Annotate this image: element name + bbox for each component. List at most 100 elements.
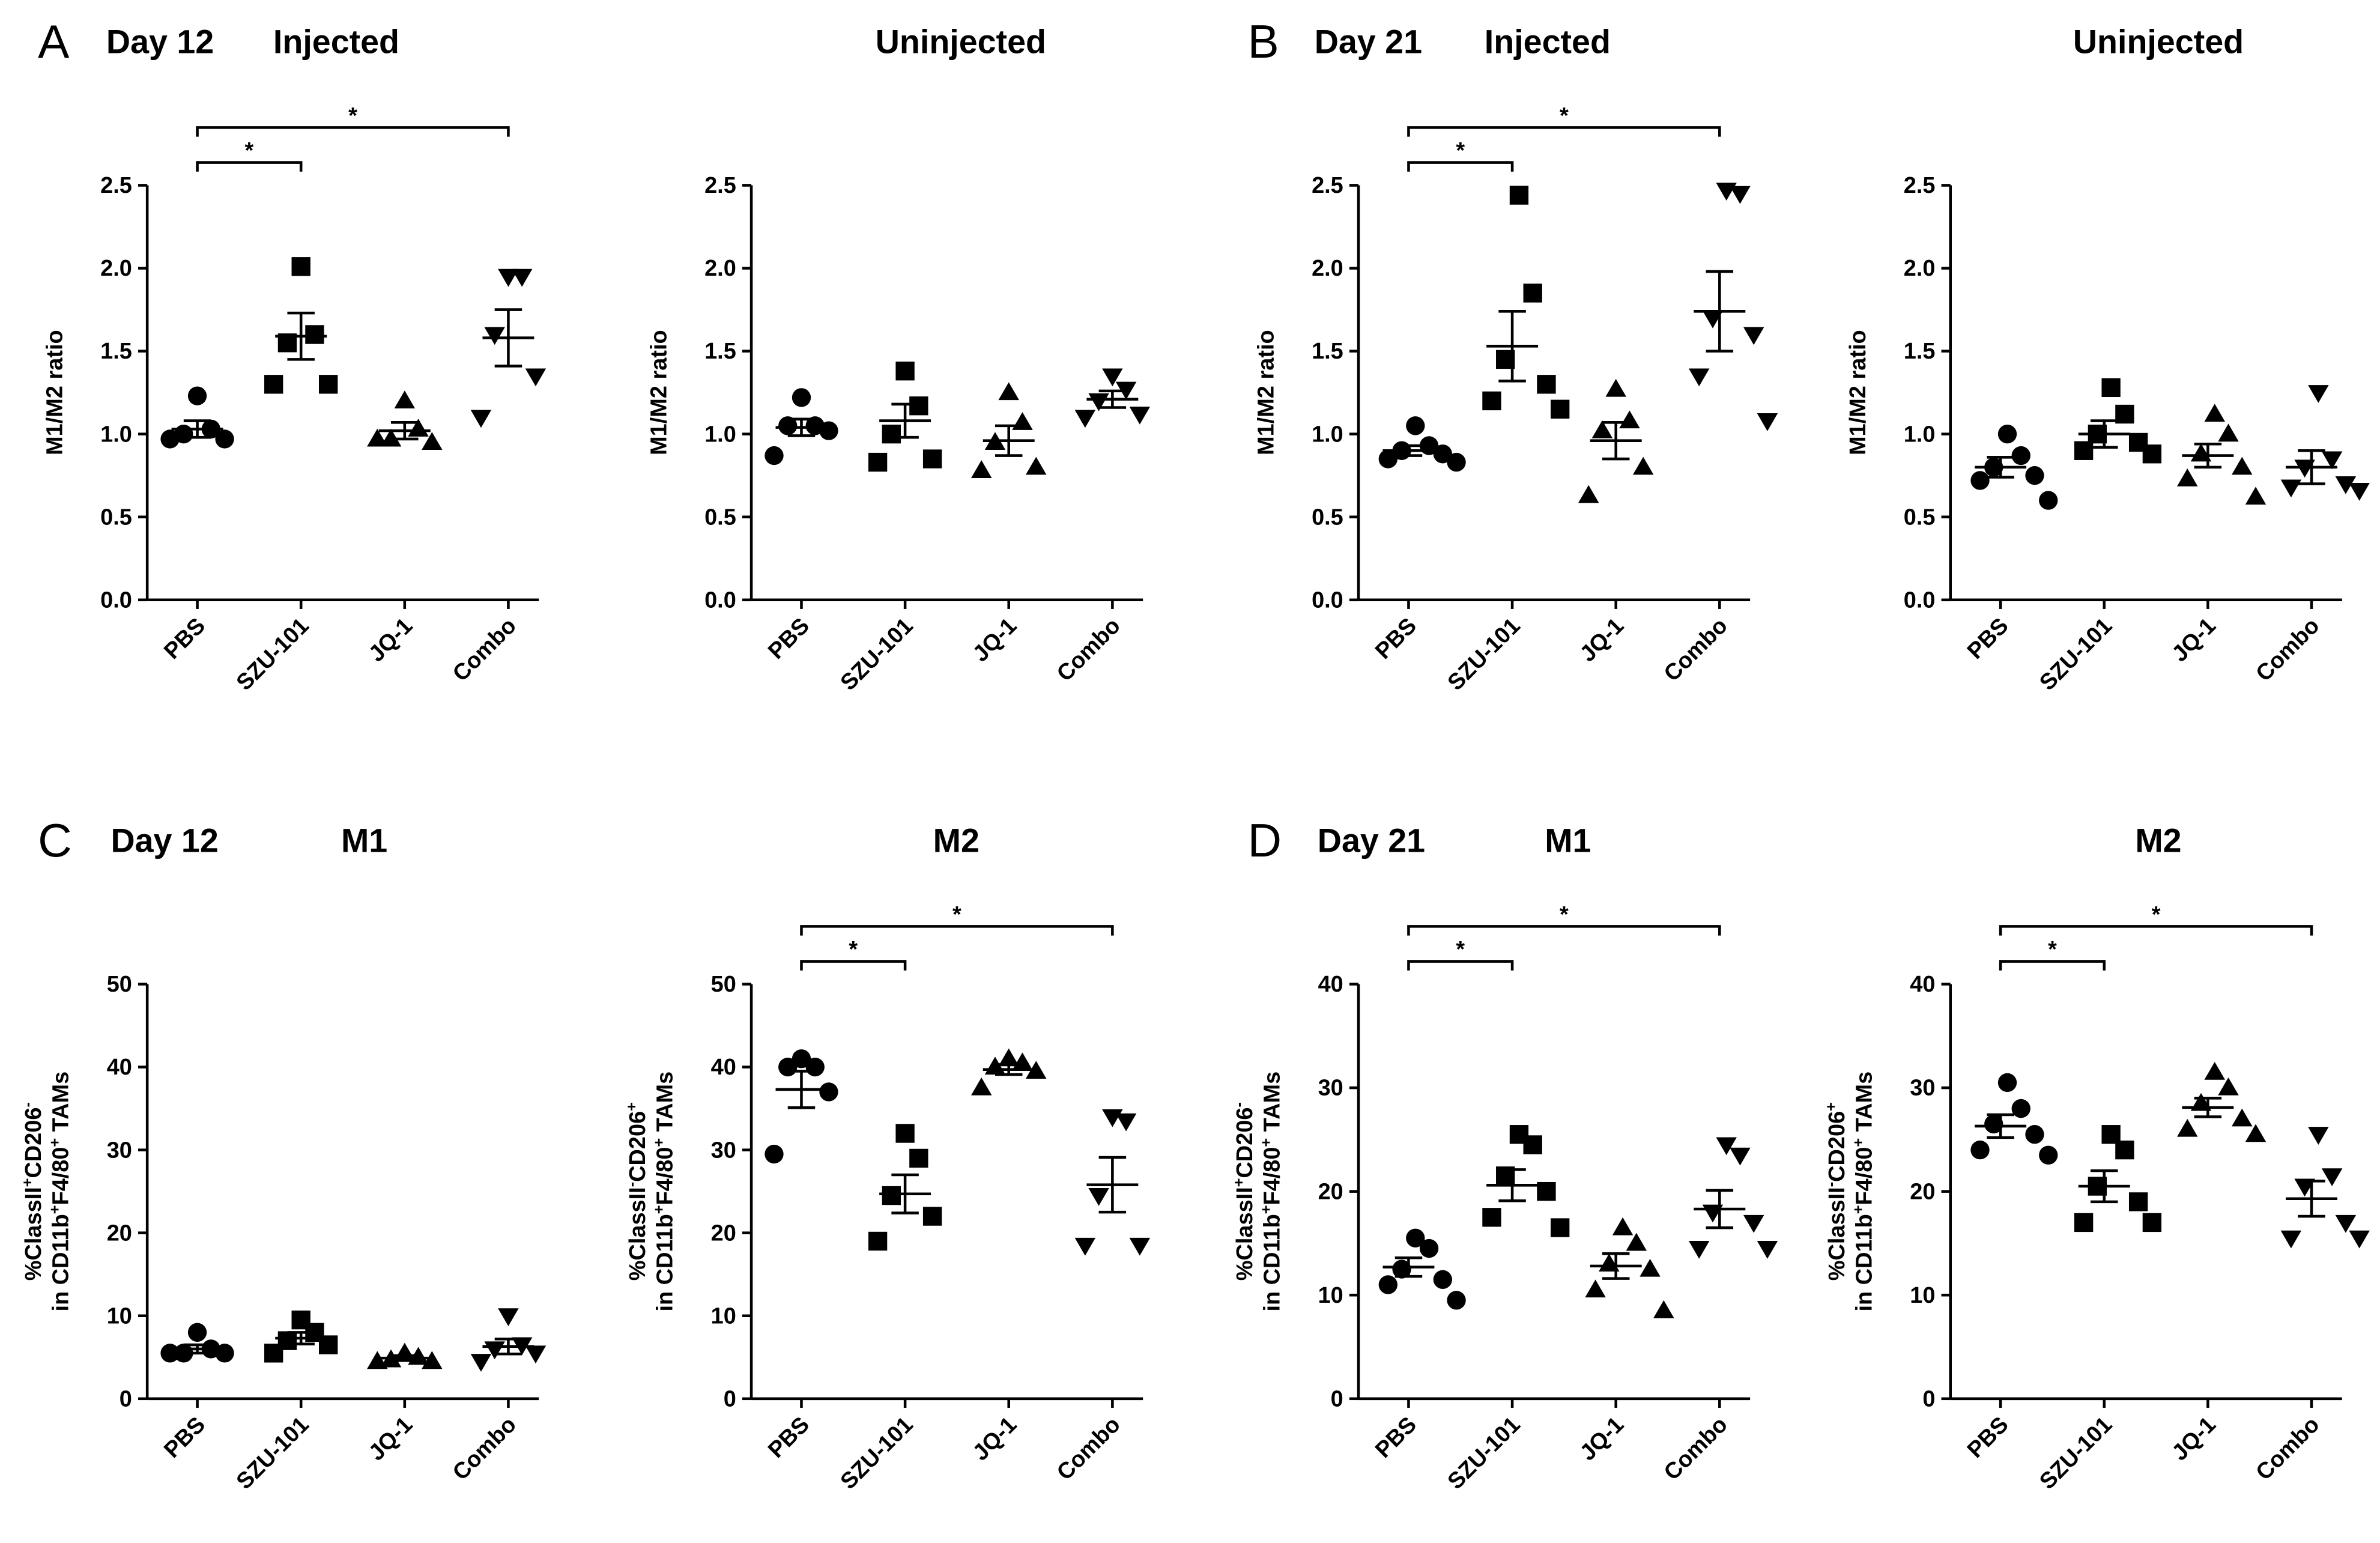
x-tick-label: JQ-1	[968, 613, 1022, 667]
data-point	[367, 1351, 388, 1369]
y-axis-label-sup: +	[1258, 1205, 1275, 1214]
data-point	[380, 428, 402, 447]
x-tick-label: SZU-101	[836, 613, 918, 696]
data-point	[215, 1344, 234, 1363]
data-point	[1025, 456, 1047, 475]
chart-title: Uninjected	[876, 23, 1046, 60]
data-point	[2115, 1140, 2134, 1160]
y-axis-label-part: CD206	[1232, 1107, 1258, 1178]
data-point	[264, 375, 283, 394]
y-tick-label: 10	[107, 1303, 132, 1329]
data-point	[922, 449, 942, 468]
y-axis-label-part: TAMs	[1260, 1072, 1285, 1138]
y-tick-label: 1.0	[100, 422, 132, 447]
y-axis-label: %ClassII-CD206+	[1823, 1102, 1850, 1281]
significance-bracket	[800, 925, 1114, 936]
data-point	[291, 257, 310, 276]
x-tick-label: SZU-101	[232, 1412, 314, 1494]
data-point	[1743, 327, 1764, 345]
y-axis-label-part: CD206	[1824, 1111, 1850, 1182]
y-axis-label-sup: +	[47, 1205, 64, 1214]
data-point	[319, 375, 338, 394]
data-point	[2308, 385, 2329, 403]
panel-label: C	[38, 814, 72, 867]
data-point	[2142, 444, 2162, 464]
y-tick-label: 1.5	[1312, 339, 1343, 364]
significance-label: *	[1560, 902, 1569, 927]
significance-label: *	[952, 902, 961, 927]
x-tick-label: PBS	[1370, 613, 1422, 664]
y-axis-label-part: F4/80	[653, 1147, 678, 1205]
data-point	[2115, 404, 2134, 424]
panel-day: Day 21	[1318, 822, 1425, 859]
data-point	[187, 386, 207, 405]
y-axis-label-part: CD206	[21, 1107, 46, 1178]
y-axis-label: %ClassII-CD206+	[623, 1102, 650, 1281]
significance-bracket	[1999, 925, 2313, 936]
y-tick-label: 0	[1331, 1386, 1343, 1411]
data-point	[2308, 1127, 2329, 1145]
data-point	[792, 388, 811, 407]
data-point	[778, 416, 798, 435]
data-point	[1447, 452, 1466, 472]
data-point	[1537, 375, 1556, 394]
x-tick-label: JQ-1	[1575, 1412, 1629, 1466]
chart-title: M2	[2135, 822, 2181, 859]
data-point	[305, 325, 324, 344]
data-point	[1129, 1237, 1151, 1256]
data-point	[525, 368, 547, 387]
significance-label: *	[1456, 138, 1465, 163]
y-axis-label-sup: +	[1231, 1178, 1247, 1187]
y-tick-label: 0.0	[100, 587, 132, 613]
y-tick-label: 1.5	[704, 339, 736, 364]
data-point	[1074, 1237, 1096, 1256]
y-axis-label-part: F4/80	[49, 1147, 74, 1205]
data-point	[470, 410, 492, 428]
y-axis-label-part: TAMs	[653, 1072, 678, 1138]
data-point	[922, 1207, 942, 1226]
y-tick-label: 20	[1318, 1179, 1343, 1204]
y-tick-label: 50	[711, 972, 736, 997]
data-point	[1102, 368, 1123, 387]
y-tick-label: 30	[107, 1138, 132, 1163]
data-point	[2025, 466, 2044, 485]
data-point	[1419, 1238, 1439, 1258]
y-axis-label-sup: -	[19, 1102, 36, 1107]
y-axis-label: in CD11b+F4/80+ TAMs	[1258, 1072, 1285, 1312]
significance-bracket	[1407, 126, 1721, 137]
x-tick-label: Combo	[2251, 1412, 2325, 1485]
y-tick-label: 0.0	[704, 587, 736, 613]
y-tick-label: 50	[107, 972, 132, 997]
data-point	[408, 419, 429, 437]
data-point	[868, 452, 888, 472]
data-point	[1482, 1208, 1501, 1227]
data-point	[895, 1124, 915, 1143]
data-point	[1025, 1061, 1047, 1079]
data-point	[1757, 413, 1778, 431]
y-tick-label: 10	[1318, 1283, 1343, 1308]
data-point	[1537, 1181, 1556, 1201]
data-point	[511, 268, 533, 287]
data-point	[1392, 1260, 1411, 1279]
y-axis-label: M1/M2 ratio	[1254, 330, 1279, 455]
data-point	[998, 1048, 1019, 1067]
y-axis-label-part: %ClassII	[625, 1187, 650, 1281]
data-point	[264, 1344, 283, 1363]
y-tick-label: 10	[1910, 1283, 1935, 1308]
y-axis-label-sup: -	[1823, 1182, 1840, 1187]
panel-day: Day 12	[106, 23, 214, 60]
data-point	[2101, 378, 2121, 398]
y-tick-label: 0.0	[1312, 587, 1343, 613]
data-point	[2011, 1099, 2030, 1118]
x-tick-label: JQ-1	[968, 1412, 1022, 1466]
x-tick-label: SZU-101	[2035, 1412, 2117, 1494]
data-point	[2074, 1213, 2094, 1232]
data-point	[1578, 485, 1599, 503]
data-point	[1447, 1291, 1466, 1310]
data-point	[422, 1351, 443, 1369]
data-point	[1997, 424, 2017, 444]
data-point	[819, 1082, 838, 1102]
y-tick-label: 0.0	[1904, 587, 1936, 613]
y-tick-label: 20	[107, 1220, 132, 1246]
data-point	[882, 1186, 901, 1205]
